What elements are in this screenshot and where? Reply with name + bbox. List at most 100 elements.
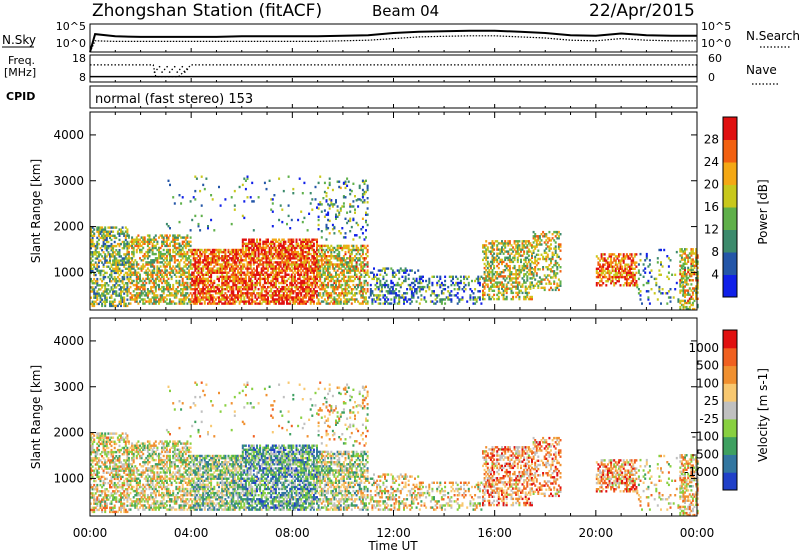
power-cell <box>167 285 170 289</box>
power-cell <box>120 269 122 273</box>
power-cell <box>137 238 140 241</box>
power-cell <box>225 267 228 270</box>
power-cell <box>162 271 165 274</box>
power-cell <box>478 283 481 287</box>
power-cell <box>162 259 165 262</box>
power-cell <box>606 257 609 260</box>
power-cell <box>178 246 181 250</box>
power-cell <box>312 242 315 245</box>
power-cell <box>319 201 322 204</box>
power-cell <box>143 265 146 268</box>
power-cell <box>135 271 138 274</box>
power-cell <box>347 244 350 248</box>
power-cell <box>161 242 164 245</box>
power-cell <box>358 277 361 281</box>
power-cell <box>225 277 228 281</box>
power-cell <box>158 246 160 250</box>
power-cell <box>488 289 491 292</box>
power-cell <box>252 263 255 266</box>
power-cell <box>203 296 206 299</box>
power-cell <box>99 253 102 256</box>
power-cell <box>101 249 104 252</box>
power-cell <box>363 283 366 287</box>
power-cell <box>352 279 355 283</box>
power-cell <box>173 255 176 258</box>
power-cell <box>369 294 372 297</box>
power-cell <box>535 245 538 248</box>
power-cell <box>146 238 149 241</box>
power-cell <box>219 294 222 297</box>
power-cell <box>199 263 202 266</box>
power-cell <box>150 259 153 262</box>
power-cell <box>199 248 202 252</box>
power-cell <box>184 292 187 295</box>
power-cell <box>455 275 458 278</box>
power-cell <box>230 275 233 278</box>
power-cell <box>639 273 642 276</box>
power-cell <box>205 248 208 252</box>
power-cell <box>183 283 186 287</box>
power-cell <box>200 298 203 301</box>
power-cell <box>529 250 532 253</box>
power-cell <box>551 255 554 259</box>
power-cell <box>433 290 435 293</box>
power-cell <box>551 233 554 236</box>
power-cell <box>312 271 315 274</box>
power-cell <box>110 296 113 299</box>
power-cell <box>554 274 557 277</box>
power-cell <box>110 265 113 268</box>
power-cell <box>158 248 160 252</box>
power-cell <box>221 294 224 297</box>
power-cell <box>184 294 187 297</box>
power-cell <box>132 279 135 283</box>
power-cell <box>121 286 124 289</box>
power-cell <box>104 255 107 258</box>
power-cell <box>200 269 203 272</box>
power-cell <box>518 264 521 268</box>
power-cell <box>252 238 255 241</box>
power-cell <box>199 275 202 278</box>
power-cell <box>219 275 222 278</box>
power-cell <box>221 275 224 278</box>
nave-point <box>186 68 189 71</box>
power-cell <box>338 230 341 233</box>
power-cell <box>135 292 138 295</box>
power-cell <box>102 240 105 244</box>
power-cell <box>142 238 145 241</box>
power-cell <box>347 300 350 303</box>
power-cell <box>131 296 134 299</box>
power-cell <box>105 300 108 303</box>
power-cell <box>153 271 156 274</box>
power-cell <box>559 282 562 285</box>
power-cell <box>203 281 206 285</box>
power-cell <box>483 262 486 266</box>
power-cell <box>637 288 640 291</box>
power-cell <box>146 252 149 256</box>
power-cell <box>371 271 374 274</box>
power-cell <box>637 271 640 274</box>
power-cell <box>142 298 145 301</box>
power-cell <box>145 250 148 254</box>
power-cell <box>488 293 491 297</box>
power-cell <box>222 281 225 285</box>
power-cell <box>210 259 213 262</box>
power-cell <box>323 298 326 301</box>
power-cell <box>219 298 222 301</box>
power-cell <box>335 213 337 216</box>
power-cell <box>132 267 135 270</box>
power-cell <box>156 277 159 281</box>
power-cell <box>139 267 141 270</box>
power-cell <box>186 285 189 289</box>
power-cell <box>169 250 171 254</box>
power-cell <box>159 250 162 254</box>
power-cell <box>139 244 141 248</box>
noise-tick-label-right: 10^5 <box>701 20 731 33</box>
power-cell <box>90 244 92 248</box>
power-cell <box>151 292 154 295</box>
power-cell <box>101 269 104 273</box>
power-cell <box>135 294 138 297</box>
power-cell <box>97 253 100 256</box>
power-cell <box>366 207 369 210</box>
power-cell <box>169 248 171 252</box>
power-cell <box>167 252 170 256</box>
